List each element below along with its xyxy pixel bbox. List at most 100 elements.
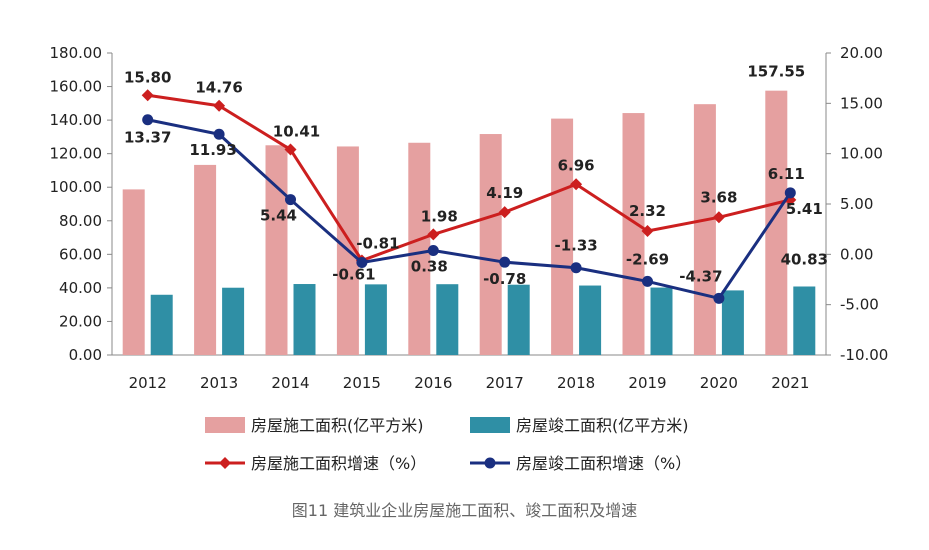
legend-swatch [470,417,510,433]
legend-marker [219,457,231,469]
bar-construction-area [551,118,574,356]
data-label-construction-growth: 1.98 [421,207,458,225]
bar-construction-area [693,104,716,355]
legend-marker [484,457,496,469]
bar-construction-area [622,113,645,355]
left-tick-label: 160.00 [50,78,103,96]
bar-completed-area [436,284,459,355]
bar-completed-area [150,294,173,355]
left-tick-label: 0.00 [69,346,102,364]
point-construction-growth [570,178,583,191]
x-tick-label: 2021 [771,374,809,392]
bar-completed-area [293,284,316,355]
point-construction-growth [213,99,226,112]
data-label-completed-growth: 5.44 [260,207,297,225]
left-tick-label: 100.00 [50,178,103,196]
data-label-completed-growth: 6.11 [768,165,805,183]
x-tick-label: 2013 [200,374,238,392]
right-tick-label: -5.00 [840,296,879,314]
left-tick-label: 140.00 [50,111,103,129]
legend-label: 房屋竣工面积(亿平方米) [516,416,689,435]
right-tick-label: 5.00 [840,195,873,213]
data-label-construction-growth: 6.96 [558,156,595,174]
bar-completed-area [721,290,744,355]
data-label-construction-growth: 10.41 [273,123,320,141]
data-label-completed-growth: -1.33 [554,237,597,255]
data-label-completed-growth: -2.69 [626,250,669,268]
point-construction-growth [427,228,440,241]
data-label-completed-growth: -4.37 [679,267,722,285]
data-label-construction-growth: 3.68 [700,188,737,206]
data-label-completed-growth: -0.81 [356,234,399,252]
point-construction-growth [284,143,297,156]
data-label-construction-growth: 14.76 [195,79,242,97]
point-construction-growth [498,206,511,219]
bar-completed-area [222,287,245,355]
data-label-completed-growth: 13.37 [124,129,171,147]
point-completed-growth [570,262,582,274]
point-construction-growth [141,89,154,102]
legend-label: 房屋施工面积(亿平方米) [251,416,424,435]
x-tick-label: 2019 [628,374,666,392]
point-construction-growth [712,211,725,224]
left-tick-label: 80.00 [59,212,102,230]
data-label-construction-growth: 2.32 [629,202,666,220]
bar-construction-area [194,164,217,355]
axes: 0.00 20.00 40.00 60.00 80.00 100.00 120.00 140.… [50,44,889,392]
data-label-construction-growth: -0.61 [332,265,375,283]
legend-item: 房屋竣工面积增速（%） [470,454,691,473]
x-tick-label: 2016 [414,374,452,392]
data-label-construction-growth: 15.80 [124,68,171,86]
left-tick-label: 120.00 [50,145,103,163]
bar-completed-area [650,287,673,355]
legend-label: 房屋竣工面积增速（%） [516,454,691,473]
legend-item: 房屋施工面积增速（%） [205,454,426,473]
bar-completed-area [507,284,530,355]
point-completed-growth [213,128,225,140]
data-label-construction-growth: 5.41 [786,200,823,218]
bars [122,90,816,356]
bar-construction-area [122,189,145,355]
left-tick-label: 40.00 [59,279,102,297]
left-tick-label: 60.00 [59,245,102,263]
data-label-construction-growth: 4.19 [486,184,523,202]
left-tick-label: 180.00 [50,44,103,62]
x-tick-label: 2015 [343,374,381,392]
data-label-construction-area: 157.55 [747,63,805,81]
legend-item: 房屋施工面积(亿平方米) [205,416,424,435]
legend-label: 房屋施工面积增速（%） [251,454,426,473]
point-completed-growth [356,256,368,268]
x-tick-label: 2014 [271,374,309,392]
left-tick-label: 20.00 [59,312,102,330]
point-completed-growth [427,245,439,257]
data-label-completed-area: 40.83 [781,250,828,268]
bar-completed-area [793,286,816,355]
data-label-completed-growth: 11.93 [189,141,236,159]
legend-swatch [205,417,245,433]
bar-completed-area [364,284,387,355]
x-tick-label: 2020 [700,374,738,392]
right-tick-label: 20.00 [840,44,883,62]
bar-completed-area [579,285,602,355]
chart: 0.00 20.00 40.00 60.00 80.00 100.00 120.00 140.… [50,44,889,473]
bar-construction-area [765,90,788,356]
x-tick-label: 2012 [129,374,167,392]
line-construction-growth [147,93,791,262]
data-labels: 15.80 14.76 10.41 -0.61 1.98 4.19 6.96 2.32 3.68… [124,63,828,289]
legend: 房屋施工面积(亿平方米) 房屋竣工面积(亿平方米) 房屋施工面积增速（%） 房屋竣工面… [205,416,691,473]
x-tick-label: 2018 [557,374,595,392]
right-tick-label: 10.00 [840,145,883,163]
x-tick-label: 2017 [486,374,524,392]
point-completed-growth [499,256,511,268]
point-construction-growth [641,224,654,237]
data-label-completed-growth: 0.38 [411,258,448,276]
right-tick-label: -10.00 [840,346,888,364]
bar-construction-area [479,134,502,355]
lines [141,89,797,304]
bar-construction-area [265,145,288,355]
line-completed-growth [147,118,792,300]
bar-construction-area [408,142,431,355]
point-completed-growth [142,114,154,126]
point-completed-growth [784,187,796,199]
figure-caption: 图11 建筑业企业房屋施工面积、竣工面积及增速 [291,501,638,520]
